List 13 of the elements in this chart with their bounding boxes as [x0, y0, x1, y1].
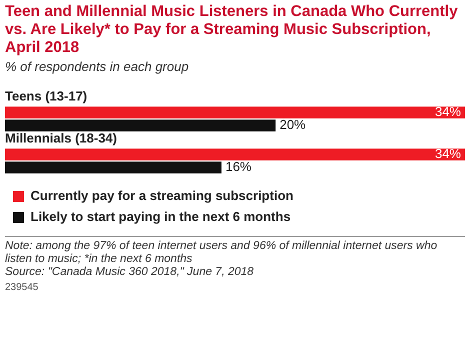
data-label: 20%	[280, 117, 306, 132]
y-tick-label: Teens (13-17)	[5, 88, 88, 104]
chart-subtitle: % of respondents in each group	[4, 58, 190, 74]
legend-label: Likely to start paying in the next 6 months	[30, 209, 291, 224]
data-label: 34%	[434, 146, 462, 162]
legend-label: Currently pay for a streaming subscription	[30, 188, 294, 204]
source-note: Source: "Canada Music 360 2018," June 7, 2018	[5, 266, 255, 279]
data-label: 34%	[434, 104, 462, 120]
y-tick-label: Millennials (18-34)	[5, 130, 117, 146]
data-label: 16%	[225, 159, 252, 174]
text: 239545	[4, 281, 40, 295]
text: Note: among the 97% of teen internet users and 96% of millennial internet users who listen to music; *in the next 6 months	[5, 240, 438, 266]
chart-title: Teen and Millennial Music Listeners in Canada Who Currently vs. Are Likely* to Pay for a Streaming Music Subscription, April 2018	[4, 2, 459, 57]
